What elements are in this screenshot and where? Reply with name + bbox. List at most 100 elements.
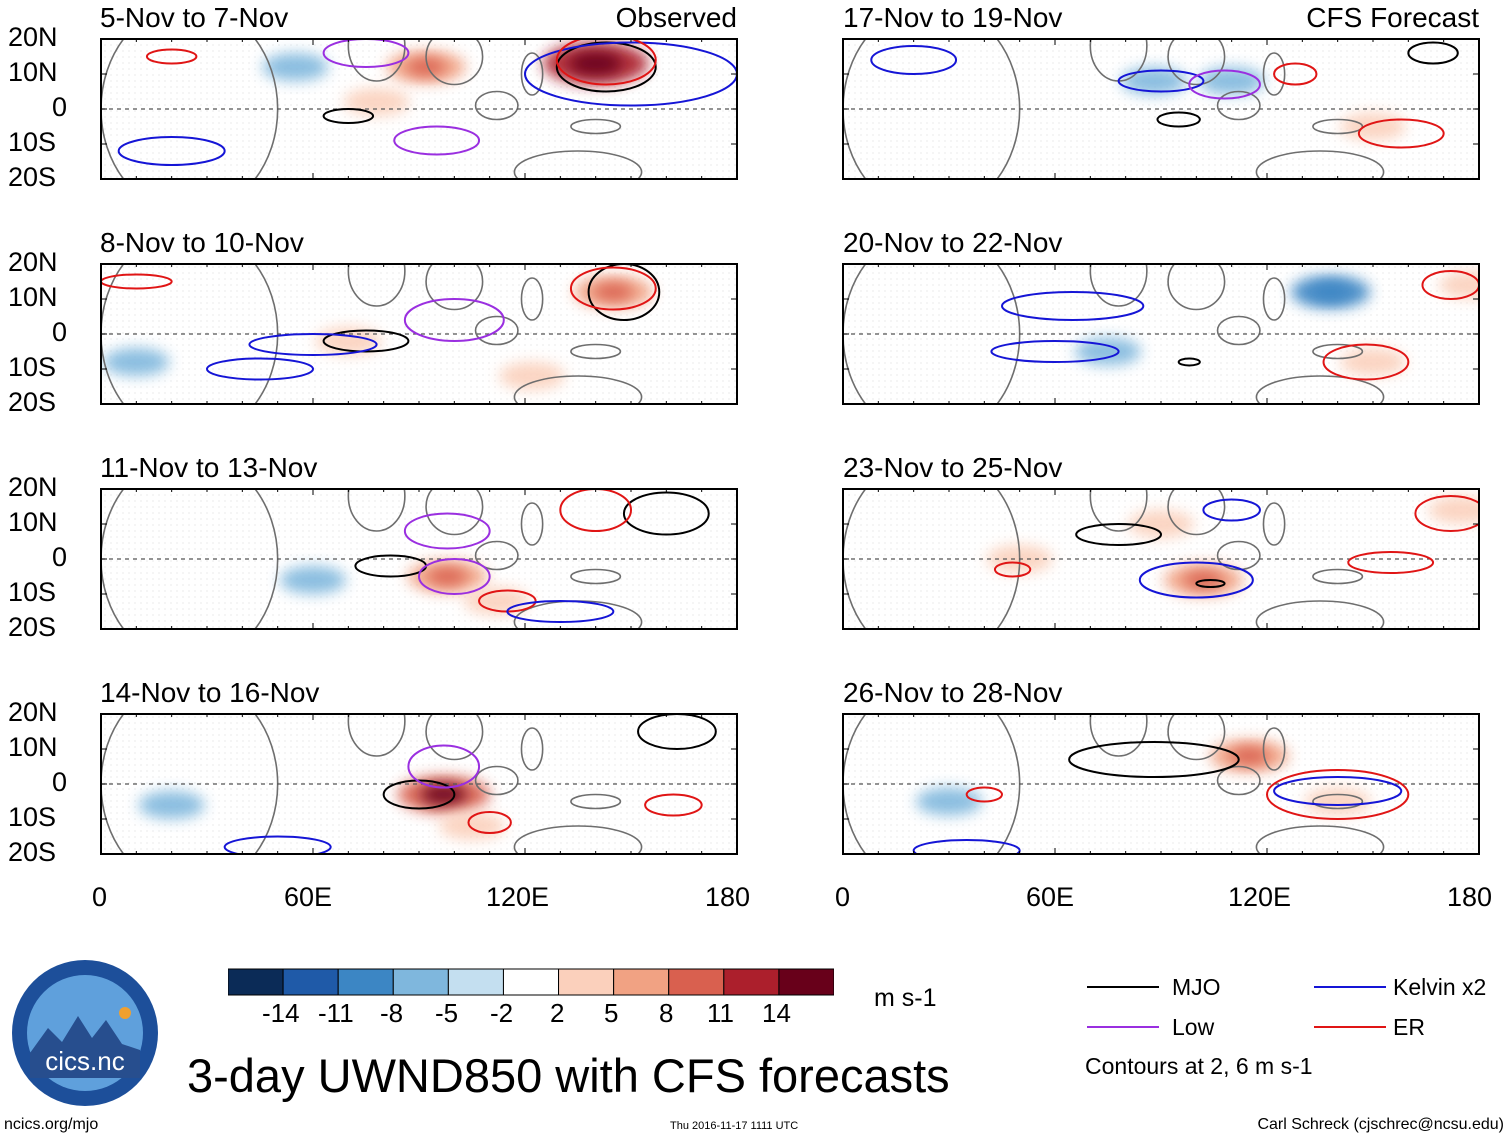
wind-anomaly-patch	[138, 791, 205, 819]
coastline	[1216, 540, 1261, 571]
panel-4	[100, 713, 738, 855]
figure-title: 3-day UWND850 with CFS forecasts	[187, 1049, 950, 1102]
coastline	[1312, 343, 1364, 360]
wind-anomaly-patch	[1340, 348, 1406, 376]
colorbar-tick-9: 11	[707, 998, 734, 1028]
colorbar-tick-3: -8	[380, 998, 404, 1028]
coastline	[570, 793, 622, 810]
wind-anomaly-patch	[463, 587, 530, 615]
contour-kelvin-x2	[506, 600, 615, 623]
panel-title-2: 8-Nov to 10-Nov	[100, 227, 304, 258]
coastline	[1167, 489, 1226, 536]
coastline	[347, 489, 406, 532]
y-tick-label-3: 0	[52, 317, 68, 347]
y-tick-label-3: 0	[52, 542, 68, 572]
contour-er	[965, 786, 1003, 803]
cics-logo: cics.nc	[12, 960, 158, 1106]
y-tick-label-5: 20S	[8, 837, 57, 867]
coastline	[1089, 264, 1148, 307]
contour-er	[644, 793, 703, 817]
colorbar-tick-4: -5	[435, 998, 459, 1028]
panel-plot-area	[843, 264, 1479, 404]
wind-anomaly-patch	[103, 348, 170, 376]
x-tick-label-1: 0	[835, 882, 851, 912]
contour-kelvin-x2	[1273, 776, 1403, 806]
contour-er	[467, 811, 512, 834]
colorbar-cell	[502, 968, 560, 996]
coastline	[520, 502, 544, 546]
coastline	[1255, 600, 1385, 629]
x-tick-label-2: 60E	[1026, 882, 1075, 912]
colorbar-cell	[337, 968, 394, 996]
contour-kelvin-x2	[206, 357, 314, 381]
contour-low	[403, 512, 491, 550]
wind-anomaly-patch	[262, 53, 329, 81]
contour-mjo	[322, 329, 410, 353]
wind-anomaly-core	[1310, 282, 1351, 302]
wind-anomaly-patch	[499, 362, 566, 390]
coastline	[347, 264, 406, 307]
colorbar-tick-7: 5	[604, 998, 619, 1028]
colorbar-tick-10: 14	[762, 998, 791, 1028]
contour-er	[1357, 118, 1445, 149]
contour-low	[418, 558, 491, 595]
wind-anomaly-patch	[1120, 67, 1187, 95]
cfs-forecast-tag: CFS Forecast	[1306, 2, 1479, 33]
colorbar-tick-5: -2	[490, 998, 514, 1028]
colorbar-cell	[613, 968, 670, 996]
colorbar-cell	[282, 968, 339, 996]
colorbar-tick-8: 8	[659, 998, 674, 1028]
y-tick-label-2: 10N	[8, 507, 58, 537]
colorbar-cell	[558, 968, 615, 996]
legend-mjo-label: MJO	[1172, 974, 1221, 1000]
panel-title-8: 26-Nov to 28-Nov	[843, 677, 1063, 708]
contour-kelvin-x2	[870, 45, 958, 75]
wind-anomaly-patch	[1340, 112, 1406, 141]
coastline	[474, 765, 519, 796]
contour-kelvin-x2	[1117, 69, 1205, 93]
footer-timestamp: Thu 2016-11-17 1111 UTC	[670, 1120, 799, 1132]
coastline	[1262, 502, 1286, 546]
contour-er	[1414, 495, 1479, 532]
colorbar-tick-1: -14	[262, 998, 300, 1028]
panel-title-3: 11-Nov to 13-Nov	[100, 452, 318, 483]
contour-mjo	[1407, 41, 1459, 65]
footer-author: Carl Schreck (cjschrec@ncsu.edu)	[1257, 1116, 1504, 1133]
panel-7	[842, 488, 1480, 630]
contour-mjo	[1068, 741, 1240, 778]
panel-plot-area	[843, 714, 1479, 854]
panel-title-5: 17-Nov to 19-Nov	[843, 2, 1063, 33]
wind-anomaly-patch	[1428, 496, 1479, 524]
colorbar-cell	[392, 968, 449, 996]
panel-6	[842, 263, 1480, 405]
coastline	[513, 825, 643, 854]
contour-er	[559, 489, 632, 532]
coastline	[570, 568, 622, 585]
coastline	[1312, 118, 1364, 135]
contour-kelvin-x2	[223, 835, 332, 854]
coastline	[1312, 793, 1364, 810]
coastline	[570, 343, 622, 360]
coastline	[1167, 714, 1226, 761]
coastline	[1255, 375, 1385, 404]
y-tick-label-4: 10S	[8, 352, 57, 382]
coastline	[425, 39, 484, 86]
coastline	[1255, 150, 1385, 179]
coastline	[1262, 727, 1286, 771]
coastline	[425, 489, 484, 536]
panel-plot-area	[101, 714, 737, 854]
footer-url[interactable]: ncics.org/mjo	[4, 1116, 99, 1133]
coastline	[347, 39, 406, 82]
coastline	[520, 727, 544, 771]
x-tick-label-1: 0	[92, 882, 108, 912]
contour-mjo	[1177, 357, 1201, 367]
panel-2	[100, 263, 738, 405]
y-tick-label-5: 20S	[8, 387, 57, 417]
panel-title-4: 14-Nov to 16-Nov	[100, 677, 320, 708]
colorbar-cell	[447, 968, 504, 996]
wind-anomaly-core	[420, 784, 467, 805]
coastline	[1089, 489, 1148, 532]
wind-anomaly-core	[569, 51, 623, 76]
x-tick-label-4: 180	[705, 882, 751, 912]
